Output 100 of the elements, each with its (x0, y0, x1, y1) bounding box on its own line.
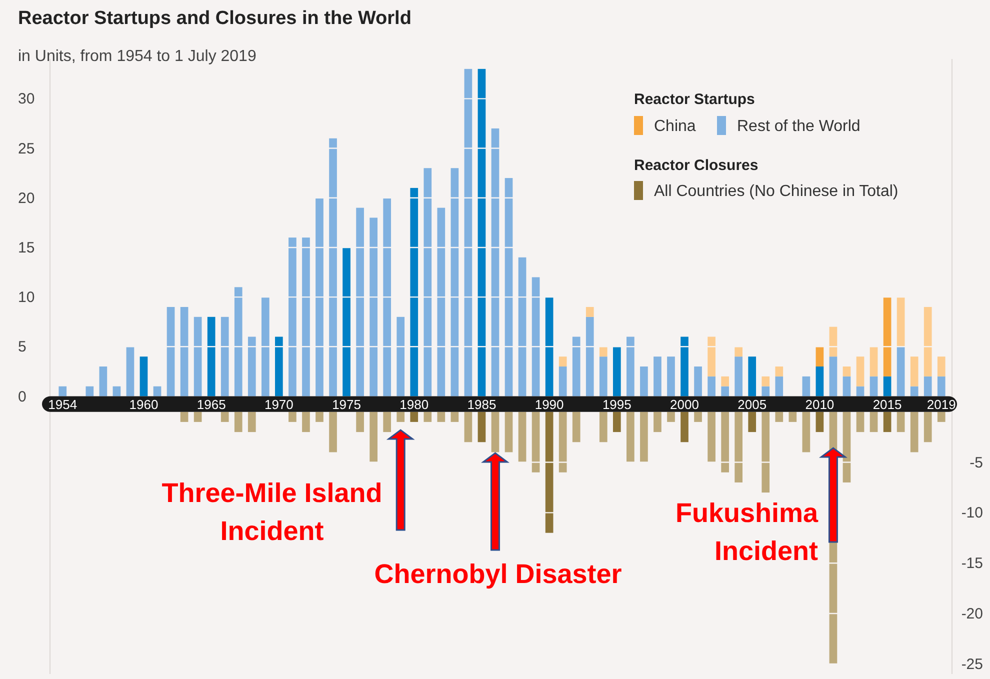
bar (829, 356, 838, 396)
bar (654, 356, 662, 396)
bar (194, 316, 202, 396)
bar (802, 376, 810, 396)
bar (248, 336, 256, 396)
annotation: Chernobyl Disaster (374, 559, 622, 589)
bar (478, 68, 486, 396)
bar (816, 346, 824, 366)
bar (558, 356, 567, 366)
bar (450, 168, 459, 396)
bar (762, 376, 770, 386)
y2-tick-label: -10 (961, 504, 983, 522)
bar (572, 336, 580, 396)
bar (234, 287, 242, 396)
bar (140, 356, 148, 396)
bar (112, 386, 121, 396)
bar (734, 356, 743, 396)
y-tick-label: 10 (18, 289, 35, 306)
x-tick-label: 2015 (872, 397, 902, 412)
bar (396, 316, 405, 396)
x-tick-label: 1985 (467, 397, 496, 412)
bar (694, 366, 702, 396)
x-tick-label: 1980 (400, 397, 429, 412)
legend-label: China (654, 118, 696, 135)
bar (220, 316, 229, 396)
bar (99, 366, 108, 396)
bar (842, 376, 851, 396)
bar (518, 257, 526, 396)
x-tick-label: 1970 (264, 397, 294, 412)
chart-subtitle: in Units, from 1954 to 1 July 2019 (18, 48, 256, 65)
bar (586, 316, 594, 396)
bar (180, 306, 188, 396)
bar (775, 366, 784, 376)
y-tick-label: 30 (18, 90, 35, 108)
bar (829, 326, 838, 357)
bar (883, 297, 892, 376)
bar (329, 138, 337, 396)
bar (937, 376, 946, 396)
bar (558, 366, 567, 396)
bar (370, 218, 378, 396)
bar (545, 297, 554, 396)
bar (883, 376, 892, 396)
annotation: Reactor Closures (634, 157, 758, 174)
bar (762, 386, 770, 396)
bar (896, 346, 905, 396)
y-tick-label: 0 (18, 388, 26, 406)
bar (126, 346, 134, 396)
bar (356, 208, 364, 396)
bar (207, 316, 216, 396)
y2-tick-label: -15 (961, 555, 983, 572)
y-tick-label: 5 (18, 338, 26, 356)
bar (870, 376, 878, 396)
bar (612, 346, 621, 396)
bar (437, 208, 446, 396)
bar (816, 366, 824, 396)
x-tick-label: 2019 (926, 397, 956, 412)
bar (86, 386, 94, 396)
bar (424, 168, 432, 396)
bar (856, 386, 864, 396)
bar (734, 346, 743, 357)
bar (316, 198, 324, 396)
bar (896, 297, 905, 347)
bar (842, 366, 851, 376)
bar (924, 376, 932, 396)
bar (342, 247, 350, 396)
bar (721, 376, 729, 386)
bar (410, 188, 418, 396)
x-tick-label: 1975 (332, 397, 361, 412)
annotation: Fukushima Incident (675, 498, 819, 566)
bar (680, 336, 688, 396)
bar (910, 356, 918, 386)
bar (667, 356, 675, 396)
y2-tick-label: -5 (970, 454, 983, 472)
bar (775, 376, 784, 396)
bar (937, 356, 946, 376)
bar (275, 336, 283, 396)
bar (708, 376, 716, 396)
annotation: Three-Mile Island Incident (162, 478, 382, 546)
y-tick-label: 25 (18, 140, 35, 158)
bar (640, 366, 648, 396)
bar (856, 356, 864, 386)
bar (924, 306, 932, 376)
bar (166, 306, 175, 396)
bar (464, 68, 472, 396)
y-tick-label: 15 (18, 239, 35, 256)
legend-label: Rest of the World (737, 118, 860, 135)
bar (504, 178, 513, 396)
bar (383, 198, 392, 396)
bar (870, 346, 878, 376)
legend-label: All Countries (No Chinese in Total) (654, 183, 898, 200)
bar (708, 336, 716, 376)
bar (491, 128, 500, 396)
legend-title: Reactor Startups (634, 91, 755, 108)
bar (302, 238, 310, 396)
bar (58, 386, 67, 396)
x-tick-label: 2010 (805, 397, 834, 412)
x-tick-label: 1954 (48, 397, 78, 412)
x-tick-label: 1990 (534, 397, 564, 412)
bar (586, 306, 594, 317)
bar (532, 277, 540, 396)
